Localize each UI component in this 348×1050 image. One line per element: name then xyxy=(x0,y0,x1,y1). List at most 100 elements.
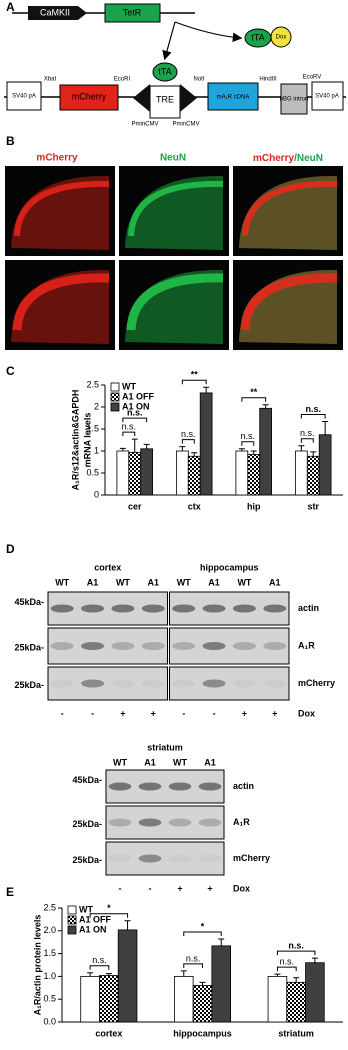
legend-swatch xyxy=(110,382,120,392)
dox-molecule xyxy=(270,26,292,48)
bar xyxy=(318,434,332,496)
tta-label: tTA xyxy=(251,32,264,42)
lane-label: WT xyxy=(55,577,69,587)
y-axis-label: mRNA levels xyxy=(82,413,92,468)
band xyxy=(172,642,196,650)
band xyxy=(138,854,162,863)
band xyxy=(50,642,74,650)
cortex xyxy=(126,273,224,331)
sv40-box xyxy=(311,81,344,111)
dox-sign: - xyxy=(182,708,185,718)
bar xyxy=(173,976,194,1023)
sig-label: n.s. xyxy=(181,429,196,439)
error-bar xyxy=(119,447,126,451)
promoter-name: PminCMV xyxy=(172,122,199,128)
blot-panel xyxy=(47,666,168,701)
tta-label: tTA xyxy=(158,66,171,76)
dox-sign: - xyxy=(91,708,94,718)
tetr-label: TetR xyxy=(123,7,142,17)
bar xyxy=(305,962,325,1023)
error-bar xyxy=(293,977,300,983)
legend-swatch xyxy=(110,392,120,402)
merge-green: /NeuN xyxy=(294,153,323,164)
lane-label: A1 xyxy=(148,577,160,587)
y-tick-label: 0 xyxy=(94,489,99,499)
promoter-name: PminCMV xyxy=(131,122,158,128)
error-bar xyxy=(311,957,318,963)
channel-label: NeuN xyxy=(160,153,186,164)
x-tick-label: cortex xyxy=(95,1028,122,1038)
lane-label: WT xyxy=(113,757,127,767)
band xyxy=(108,782,132,791)
channel-label: mCherry/NeuN xyxy=(253,153,323,164)
bar xyxy=(294,450,308,496)
blot-panel xyxy=(105,805,225,840)
cortex xyxy=(128,180,224,237)
legend-label: A1 ON xyxy=(79,924,107,934)
tissue xyxy=(125,175,223,250)
error-bar xyxy=(180,970,187,977)
bar xyxy=(267,976,288,1023)
y-axis-label: A₁R/s12&actin&GAPDH xyxy=(70,390,80,491)
error-bar xyxy=(322,421,329,435)
sig-label: n.s. xyxy=(186,953,201,963)
lane-label: A1 xyxy=(144,757,156,767)
error-bar xyxy=(179,446,186,451)
band xyxy=(263,679,287,688)
dox-sign: - xyxy=(61,708,64,718)
band xyxy=(198,854,222,863)
panel-label: A xyxy=(6,0,15,14)
y-tick-label: 1 xyxy=(94,445,99,455)
site-label: EcoRI xyxy=(114,77,131,83)
bar xyxy=(116,450,130,496)
sig-bracket xyxy=(89,965,110,970)
y-tick-label: 2.5 xyxy=(43,902,56,912)
error-bar xyxy=(274,973,281,977)
error-bar xyxy=(191,452,198,457)
band xyxy=(141,642,165,650)
y-tick-label: 0.0 xyxy=(43,1016,56,1026)
error-bar xyxy=(238,448,245,451)
band xyxy=(172,679,196,688)
promoter-arrow xyxy=(28,6,87,20)
merge-red: mCherry xyxy=(253,153,295,164)
y-tick-label: 0.5 xyxy=(86,467,99,477)
tetr-box xyxy=(104,3,161,23)
row-label: actin xyxy=(298,603,319,613)
legend-label: WT xyxy=(122,381,136,391)
bar xyxy=(117,929,138,1023)
legend-swatch xyxy=(67,915,77,925)
tissue-label: hippocampus xyxy=(200,562,259,572)
sig-bracket xyxy=(276,966,297,972)
legend-label: WT xyxy=(79,904,93,914)
size-label: 25kDa- xyxy=(72,819,102,829)
promoter-label: CaMKII xyxy=(40,7,70,17)
x-tick-label: cer xyxy=(128,501,142,511)
element-label: mA₁R cDNA xyxy=(217,95,250,101)
intron-box xyxy=(280,83,308,115)
bar xyxy=(286,981,306,1023)
blot-panel xyxy=(105,841,225,876)
band xyxy=(81,642,105,650)
sv40-box xyxy=(6,81,42,111)
blot-panel xyxy=(169,627,290,665)
band xyxy=(141,604,165,613)
lane-label: A1 xyxy=(204,757,216,767)
band xyxy=(232,604,256,613)
y-axis-label: A₁R/actin protein levels xyxy=(32,915,42,1016)
x-tick-label: str xyxy=(307,501,319,511)
x-tick-label: striatum xyxy=(278,1028,314,1038)
band xyxy=(172,604,196,613)
sig-label: n.s. xyxy=(288,941,304,951)
sig-bracket xyxy=(181,379,207,385)
promoter-triangle xyxy=(180,84,197,112)
sig-bracket xyxy=(241,397,267,402)
sig-label: n.s. xyxy=(122,421,137,431)
legend-label: A1 OFF xyxy=(122,391,155,401)
sig-label: n.s. xyxy=(92,955,107,965)
bar xyxy=(306,455,320,496)
size-label: 45kDa- xyxy=(14,597,44,607)
band xyxy=(108,854,132,863)
dox-sign: + xyxy=(272,708,277,718)
dox-sign: + xyxy=(242,708,247,718)
